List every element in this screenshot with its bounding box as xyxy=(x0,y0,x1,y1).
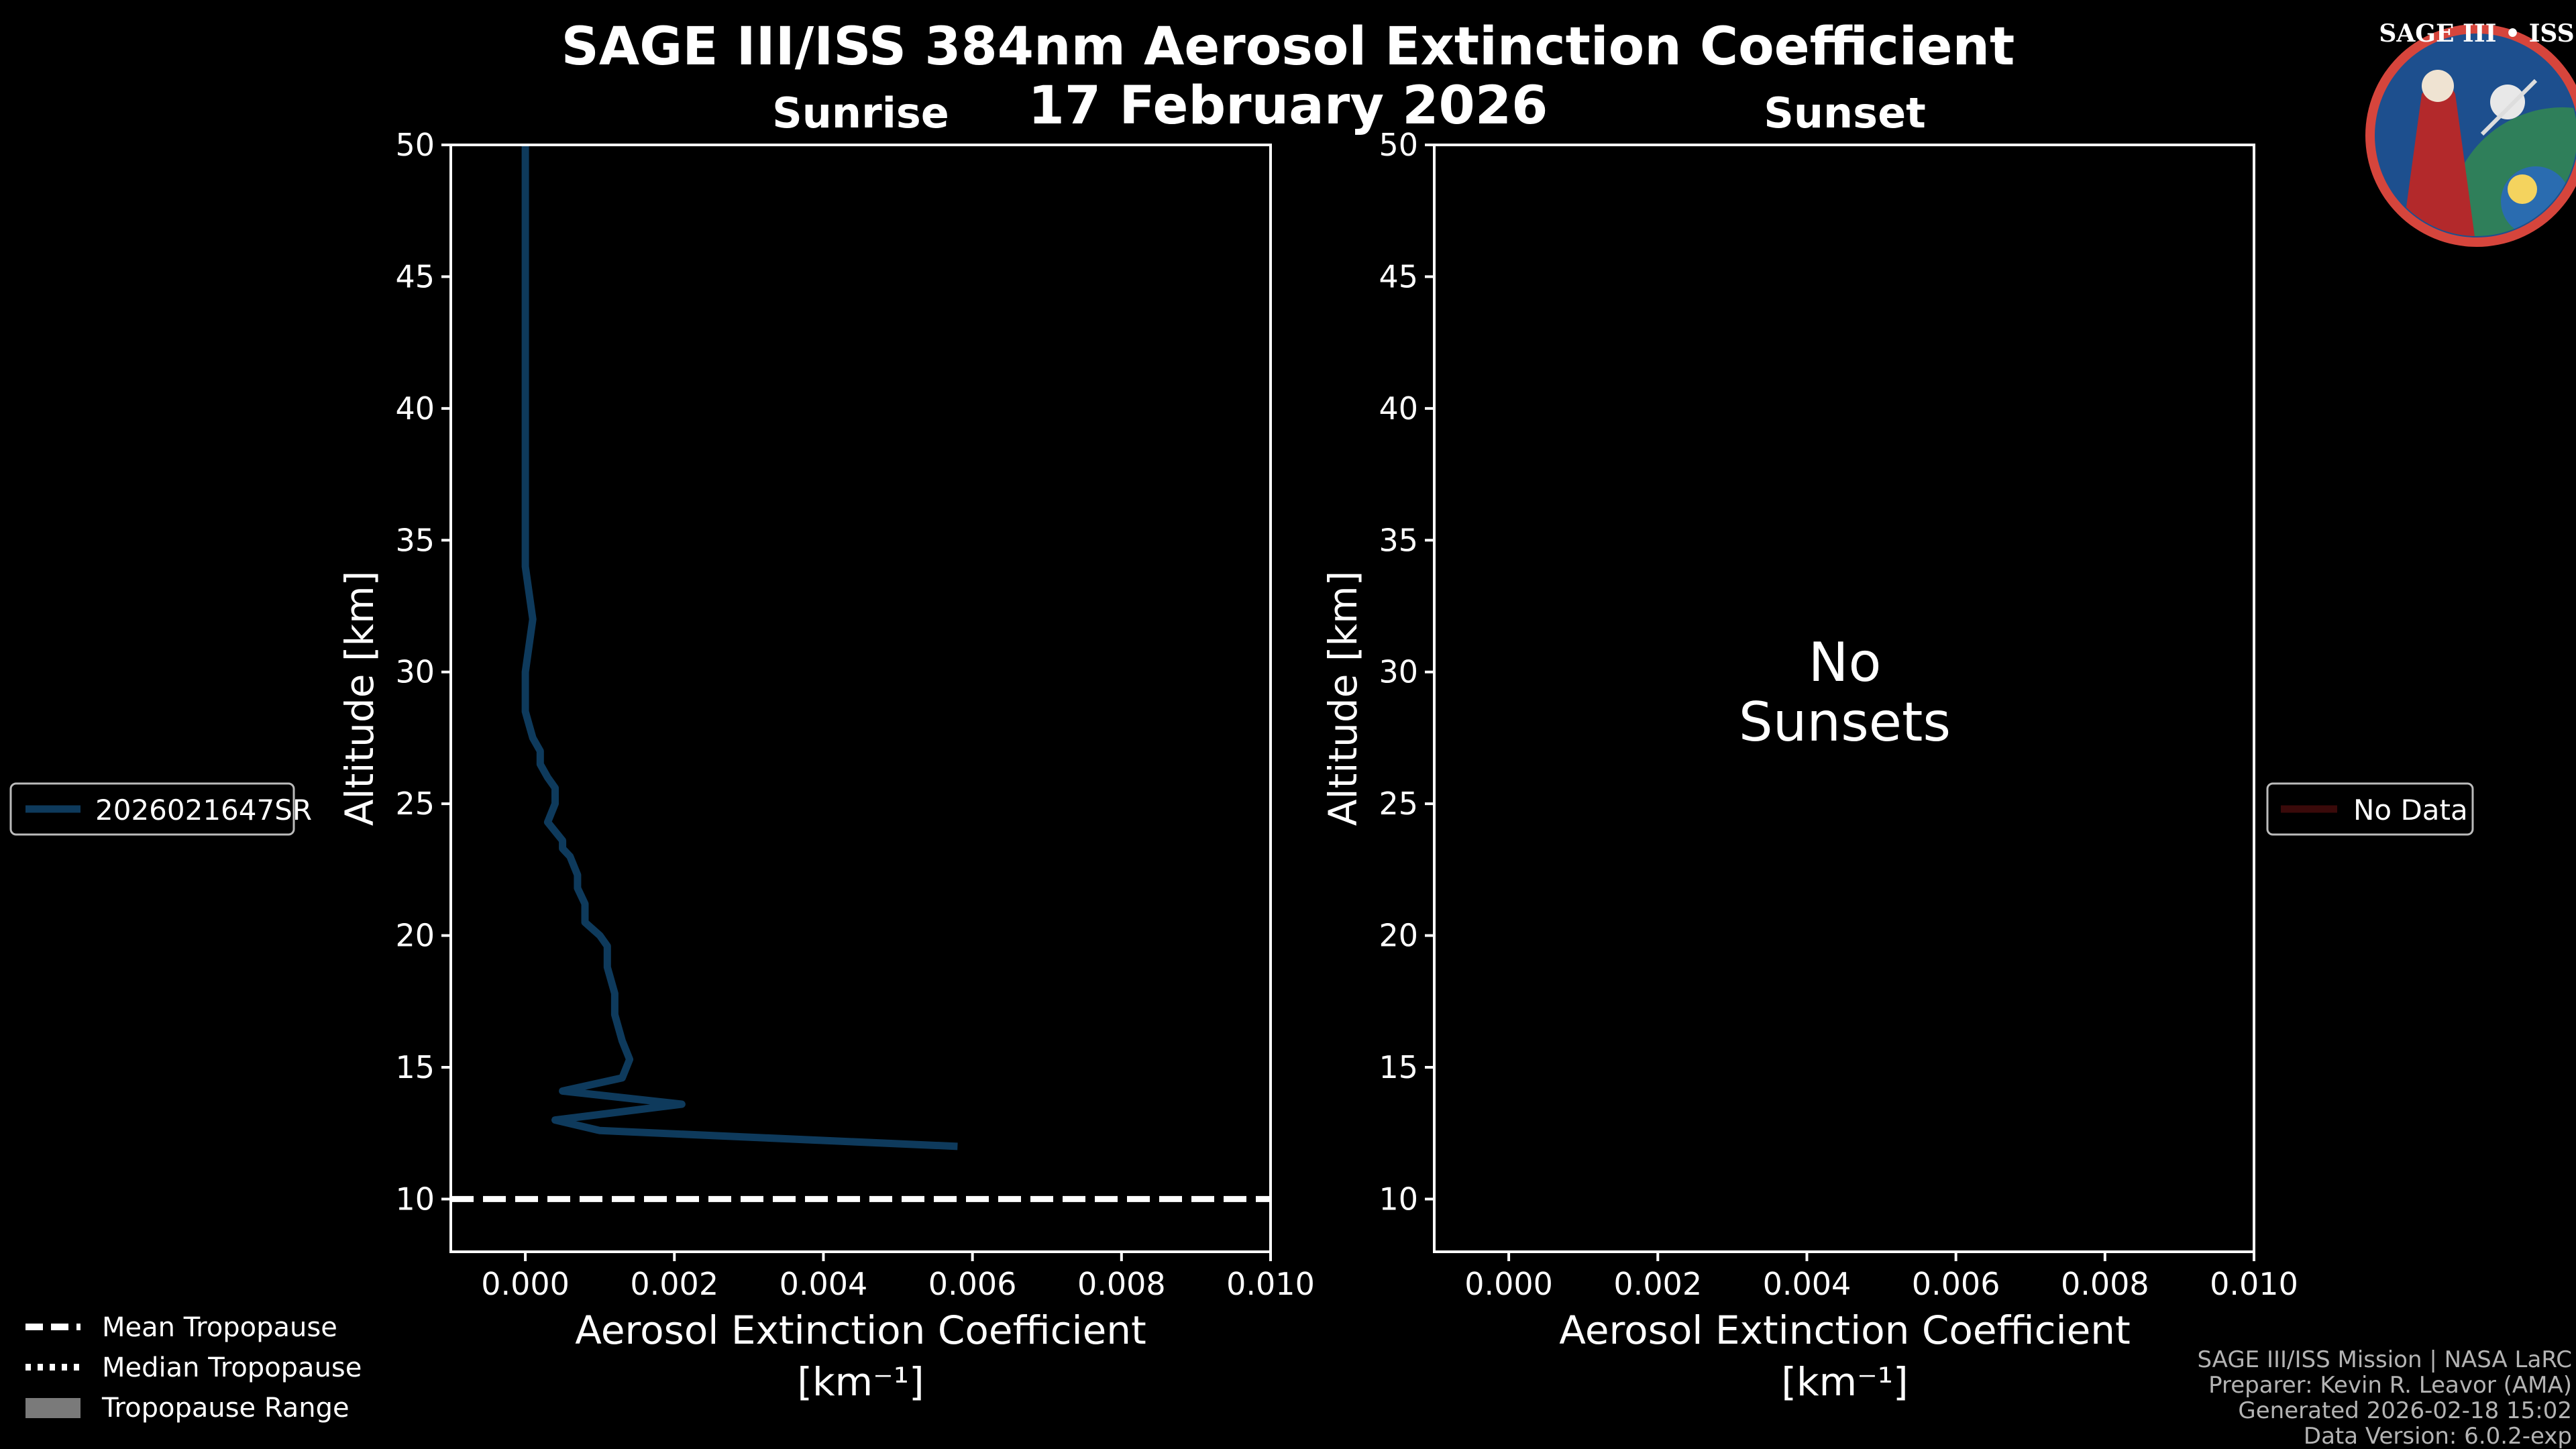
sunrise-y-axis-label: Altitude [km] xyxy=(337,571,382,826)
sunrise-axes-frame xyxy=(449,144,1272,1253)
scientist-head-shape xyxy=(2422,70,2454,102)
x-tick-label: 0.004 xyxy=(780,1266,868,1302)
x-tick-label: 0.010 xyxy=(1226,1266,1315,1302)
y-tick-label: 25 xyxy=(1379,786,1418,822)
x-tick-label: 0.000 xyxy=(481,1266,570,1302)
sunrise-x-ticks: 0.000 0.002 0.004 0.006 0.008 0.010 xyxy=(481,1252,1315,1302)
y-tick-label: 40 xyxy=(395,390,435,427)
y-tick-label: 50 xyxy=(1379,127,1418,163)
y-tick-label: 15 xyxy=(395,1049,435,1085)
sunrise-profile-line xyxy=(521,145,958,1150)
moon-icon xyxy=(2490,85,2525,119)
y-tick-label: 45 xyxy=(1379,258,1418,294)
footer-preparer: Preparer: Kevin R. Leavor (AMA) xyxy=(2208,1372,2572,1399)
sunset-legend-box xyxy=(2266,782,2474,836)
y-tick-label: 40 xyxy=(1379,390,1418,427)
iss-icon xyxy=(2480,78,2538,136)
x-tick-label: 0.008 xyxy=(2061,1266,2149,1302)
figure-date: 17 February 2026 xyxy=(1028,76,1548,136)
sunrise-y-ticks: 10 15 20 25 30 35 40 45 50 xyxy=(395,127,451,1217)
y-tick-label: 15 xyxy=(1379,1049,1418,1085)
tropopause-legend: Mean Tropopause Median Tropopause Tropop… xyxy=(25,1312,362,1424)
sunrise-legend-box xyxy=(9,782,295,836)
sage-iss-mission-logo: SAGE III • ISS xyxy=(2365,19,2576,247)
sunrise-legend: 2026021647SR xyxy=(9,782,312,836)
mean-tropopause-label: Mean Tropopause xyxy=(102,1312,337,1343)
sunrise-legend-label: 2026021647SR xyxy=(95,794,312,826)
footer-credits: SAGE III/ISS Mission | NASA LaRC Prepare… xyxy=(2197,1346,2572,1449)
sunset-x-axis-unit: [km⁻¹] xyxy=(1781,1359,1908,1405)
scientist-robe-shape xyxy=(2402,80,2475,236)
sunset-x-ticks: 0.000 0.002 0.004 0.006 0.008 0.010 xyxy=(1464,1252,2298,1302)
no-sunsets-annotation-line1: No xyxy=(1809,631,1882,694)
sunrise-panel-title: Sunrise xyxy=(772,89,949,138)
sunset-panel-title: Sunset xyxy=(1764,89,1926,138)
sunset-y-axis-label: Altitude [km] xyxy=(1320,571,1366,826)
y-tick-label: 45 xyxy=(395,258,435,294)
tropopause-range-swatch xyxy=(25,1398,80,1418)
no-sunsets-annotation-line2: Sunsets xyxy=(1739,691,1951,753)
tropopause-range-label: Tropopause Range xyxy=(101,1393,350,1424)
footer-data-version: Data Version: 6.0.2-exp xyxy=(2304,1423,2572,1449)
y-tick-label: 35 xyxy=(395,522,435,558)
footer-generated: Generated 2026-02-18 15:02 xyxy=(2238,1397,2572,1424)
x-tick-label: 0.002 xyxy=(630,1266,718,1302)
y-tick-label: 20 xyxy=(395,918,435,954)
y-tick-label: 20 xyxy=(1379,918,1418,954)
x-tick-label: 0.006 xyxy=(1912,1266,2000,1302)
y-tick-label: 35 xyxy=(1379,522,1418,558)
y-tick-label: 25 xyxy=(395,786,435,822)
x-tick-label: 0.000 xyxy=(1464,1266,1553,1302)
y-tick-label: 50 xyxy=(395,127,435,163)
sun-icon xyxy=(2508,174,2537,204)
sunset-legend-label: No Data xyxy=(2353,794,2468,826)
sunset-axes-frame xyxy=(1433,144,2255,1253)
sunset-y-ticks: 10 15 20 25 30 35 40 45 50 xyxy=(1379,127,1434,1217)
x-tick-label: 0.004 xyxy=(1763,1266,1851,1302)
y-tick-label: 30 xyxy=(395,654,435,690)
sunrise-x-axis-unit: [km⁻¹] xyxy=(797,1359,924,1405)
sunset-legend: No Data xyxy=(2266,782,2474,836)
x-tick-label: 0.002 xyxy=(1613,1266,1702,1302)
y-tick-label: 10 xyxy=(395,1181,435,1217)
x-tick-label: 0.006 xyxy=(928,1266,1017,1302)
figure-title: SAGE III/ISS 384nm Aerosol Extinction Co… xyxy=(561,17,2015,77)
x-tick-label: 0.010 xyxy=(2210,1266,2298,1302)
footer-mission: SAGE III/ISS Mission | NASA LaRC xyxy=(2197,1346,2572,1373)
y-tick-label: 10 xyxy=(1379,1181,1418,1217)
sunrise-x-axis-label: Aerosol Extinction Coefficient xyxy=(575,1307,1146,1353)
sunset-x-axis-label: Aerosol Extinction Coefficient xyxy=(1559,1307,2131,1353)
y-tick-label: 30 xyxy=(1379,654,1418,690)
x-tick-label: 0.008 xyxy=(1077,1266,1166,1302)
median-tropopause-label: Median Tropopause xyxy=(102,1352,362,1383)
logo-title: SAGE III • ISS xyxy=(2379,19,2574,48)
